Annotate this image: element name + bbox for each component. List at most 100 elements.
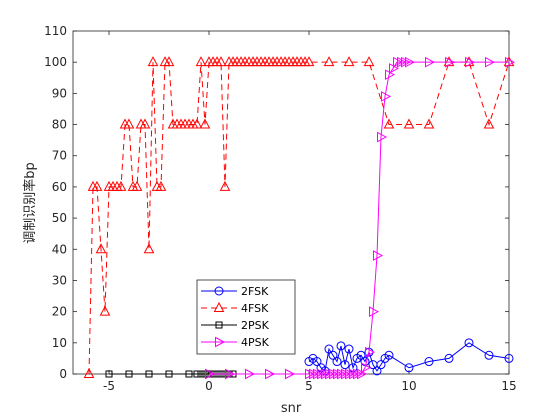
x-tick-label: 10 xyxy=(401,379,416,393)
data-point xyxy=(369,306,380,317)
data-point xyxy=(323,56,335,67)
y-tick-label: 110 xyxy=(44,24,67,38)
data-point xyxy=(405,56,416,68)
y-tick-label: 20 xyxy=(52,305,67,319)
data-point xyxy=(163,56,175,67)
data-point xyxy=(303,56,315,67)
legend-marker xyxy=(213,301,225,312)
data-point xyxy=(464,338,474,348)
data-point xyxy=(444,353,454,363)
data-point xyxy=(372,366,382,376)
data-point xyxy=(199,118,211,129)
data-point xyxy=(245,368,256,380)
data-point xyxy=(195,56,207,67)
y-tick-label: 70 xyxy=(52,149,67,163)
legend-label: 4FSK xyxy=(241,302,269,315)
x-tick-label: -5 xyxy=(103,379,115,393)
y-tick-label: 0 xyxy=(59,367,67,381)
legend-marker xyxy=(215,336,226,348)
data-point xyxy=(185,370,193,378)
data-point xyxy=(463,56,475,67)
series-line xyxy=(88,61,510,375)
data-point xyxy=(312,357,322,367)
y-tick-label: 50 xyxy=(52,211,67,225)
y-tick-label: 10 xyxy=(52,336,67,350)
legend-label: 2FSK xyxy=(241,285,269,298)
data-point xyxy=(445,56,456,68)
data-point xyxy=(443,56,455,67)
data-point xyxy=(363,56,375,67)
data-point xyxy=(105,370,113,378)
data-point xyxy=(139,118,151,129)
data-point xyxy=(376,360,386,370)
axis-ticks: -5 0 5 10 15 0 10 20 30 40 50 60 70 80 90 100 110 xyxy=(44,24,517,393)
data-point xyxy=(115,180,127,191)
data-point xyxy=(147,56,159,67)
data-point xyxy=(485,56,496,68)
series-4fsk xyxy=(83,56,515,378)
data-point xyxy=(191,118,203,129)
y-tick-label: 90 xyxy=(52,86,67,100)
x-tick-label: 0 xyxy=(205,379,213,393)
data-point xyxy=(91,180,103,191)
series-line xyxy=(308,342,510,372)
y-tick-label: 40 xyxy=(52,242,67,256)
data-point xyxy=(265,368,276,380)
data-point xyxy=(205,368,216,380)
data-point xyxy=(193,370,201,378)
y-tick-label: 100 xyxy=(44,55,67,69)
y-tick-label: 60 xyxy=(52,180,67,194)
legend-label: 2PSK xyxy=(241,319,270,332)
legend-marker xyxy=(214,286,224,296)
x-axis-label: snr xyxy=(281,401,302,416)
data-point xyxy=(123,118,135,129)
x-tick-label: 5 xyxy=(305,379,313,393)
data-point xyxy=(131,180,143,191)
data-point xyxy=(225,368,236,380)
legend-marker xyxy=(215,321,223,329)
data-point xyxy=(95,243,107,254)
data-point xyxy=(373,250,384,261)
data-point xyxy=(365,346,376,358)
y-tick-label: 30 xyxy=(52,273,67,287)
data-point xyxy=(324,344,334,354)
data-point xyxy=(424,357,434,367)
data-point xyxy=(483,118,495,129)
data-point xyxy=(383,118,395,129)
data-point xyxy=(403,118,415,129)
data-point xyxy=(404,363,414,373)
data-point xyxy=(336,341,346,351)
data-point xyxy=(423,118,435,129)
data-point xyxy=(361,362,372,374)
y-axis-label: 调制识别率bp xyxy=(22,162,38,244)
data-point xyxy=(215,56,227,67)
data-point xyxy=(340,360,350,370)
data-point xyxy=(332,357,342,367)
data-point xyxy=(505,56,516,68)
data-point xyxy=(504,353,514,363)
data-point xyxy=(125,370,133,378)
data-point xyxy=(219,180,231,191)
data-point xyxy=(285,368,296,380)
data-point xyxy=(484,350,494,360)
data-point xyxy=(377,131,388,143)
legend: 2FSK 4FSK 2PSK 4PSK xyxy=(196,279,296,355)
data-point xyxy=(99,305,111,316)
data-point xyxy=(197,370,205,378)
data-point xyxy=(145,370,153,378)
data-point xyxy=(343,56,355,67)
legend-label: 4PSK xyxy=(241,336,270,349)
x-tick-label: 15 xyxy=(501,379,516,393)
data-point xyxy=(465,56,476,68)
data-point xyxy=(143,243,155,254)
data-point xyxy=(155,180,167,191)
data-point xyxy=(344,344,354,354)
data-point xyxy=(381,91,392,102)
series-4psk xyxy=(205,56,516,380)
data-point xyxy=(165,370,173,378)
y-tick-label: 80 xyxy=(52,118,67,132)
data-point xyxy=(425,56,436,68)
data-point xyxy=(503,56,515,67)
data-point xyxy=(328,350,338,360)
